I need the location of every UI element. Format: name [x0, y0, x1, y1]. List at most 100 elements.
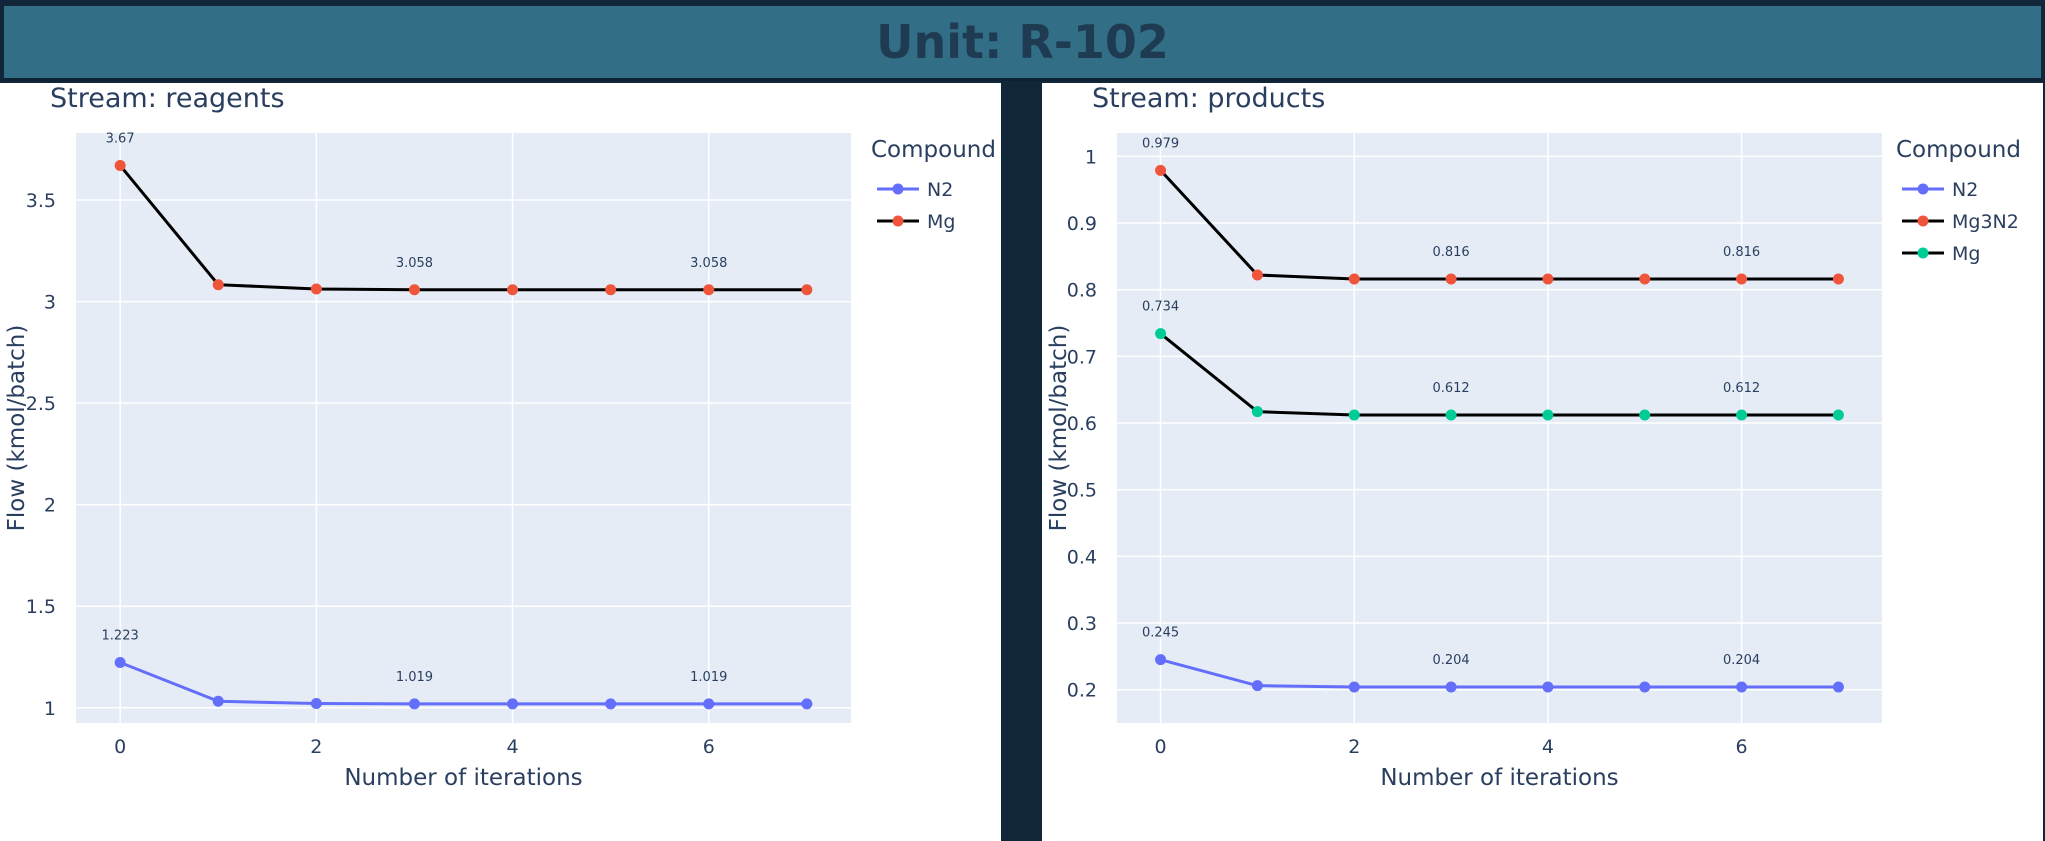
- chart-1-data-label: 0.816: [1432, 245, 1469, 260]
- chart-0-series-line-Mg: [118, 164, 807, 292]
- chart-1-data-point-Mg3N2: [1445, 273, 1457, 285]
- page-title: Unit: R-102: [876, 15, 1169, 69]
- chart-1-y-tick-label: 0.6: [1067, 413, 1097, 435]
- chart-0-data-point-Mg: [114, 159, 126, 171]
- chart-1-data-point-Mg3N2: [1639, 273, 1651, 285]
- chart-1-data-point-Mg3N2: [1542, 273, 1554, 285]
- chart-0-x-tick-label: 0: [114, 736, 126, 758]
- chart-1-y-tick-label: 0.3: [1067, 613, 1097, 635]
- chart-1-data-point-N2: [1348, 681, 1360, 693]
- chart-1-data-point-N2: [1251, 680, 1263, 692]
- chart-0-data-point-N2: [801, 698, 813, 710]
- chart-1-data-point-N2: [1155, 654, 1167, 666]
- page-header: Unit: R-102: [4, 6, 2041, 81]
- chart-1-legend-item-N2[interactable]: N2: [1952, 179, 1978, 201]
- chart-0-data-point-N2: [507, 698, 519, 710]
- chart-0-data-point-Mg: [310, 283, 322, 295]
- chart-0-legend-item-Mg[interactable]: Mg: [927, 211, 955, 233]
- chart-0-legend-marker-N2[interactable]: [892, 183, 904, 195]
- chart-1-data-point-Mg: [1832, 409, 1844, 421]
- chart-0-data-point-Mg: [507, 284, 519, 296]
- chart-1-data-point-N2: [1639, 681, 1651, 693]
- chart-1-data-point-Mg3N2: [1155, 164, 1167, 176]
- chart-1-y-tick-label: 1: [1085, 146, 1097, 168]
- chart-0-data-point-Mg: [605, 284, 617, 296]
- chart-1-data-label: 0.612: [1432, 381, 1469, 396]
- chart-1-data-point-Mg: [1639, 409, 1651, 421]
- chart-0-y-tick-label: 3.5: [26, 190, 56, 212]
- chart-1-series-line-Mg: [1159, 332, 1839, 417]
- chart-1-x-tick-label: 2: [1348, 736, 1360, 758]
- chart-0-data-point-N2: [408, 698, 420, 710]
- chart-panel-products: Stream: products 0.2 0.3 0.4 0.5 0.6 0.7 0.8 0.9…: [1042, 83, 2043, 841]
- chart-1-data-point-Mg: [1251, 406, 1263, 418]
- chart-1-legend-marker-Mg[interactable]: [1917, 247, 1929, 259]
- chart-0-data-point-Mg: [212, 279, 224, 291]
- chart-0-x-tick-label: 2: [310, 736, 322, 758]
- chart-0-x-tick-label: 4: [507, 736, 519, 758]
- chart-products: Stream: products 0.2 0.3 0.4 0.5 0.6 0.7 0.8 0.9…: [1046, 83, 2021, 791]
- chart-1-legend-marker-N2[interactable]: [1917, 183, 1929, 195]
- chart-1-data-point-Mg3N2: [1736, 273, 1748, 285]
- chart-0-data-label: 1.223: [102, 628, 139, 643]
- chart-0-y-tick-label: 2: [44, 495, 56, 517]
- chart-1-y-tick-label: 0.9: [1067, 213, 1097, 235]
- chart-0-legend-title: Compound: [871, 137, 996, 163]
- chart-0-title: Stream: reagents: [50, 83, 285, 114]
- chart-0-data-label: 3.058: [396, 256, 433, 271]
- chart-1-data-label: 0.816: [1723, 245, 1760, 260]
- chart-1-data-label: 0.245: [1142, 626, 1179, 641]
- chart-1-data-point-N2: [1736, 681, 1748, 693]
- chart-1-data-label: 0.734: [1142, 300, 1179, 315]
- chart-0-y-axis-label: Flow (kmol/batch): [4, 325, 30, 532]
- chart-1-y-tick-label: 0.8: [1067, 280, 1097, 302]
- chart-0-legend-marker-Mg[interactable]: [892, 215, 904, 227]
- chart-1-data-point-Mg: [1348, 409, 1360, 421]
- chart-1-y-tick-label: 0.2: [1067, 680, 1097, 702]
- chart-0-data-label: 1.019: [690, 670, 727, 685]
- chart-panel-reagents: Stream: reagents 1 1.5 2 2.5 3 3.5 0 2 4 6 Number o…: [0, 83, 1001, 841]
- chart-0-data-label: 1.019: [396, 670, 433, 685]
- chart-1-data-label: 0.612: [1723, 381, 1760, 396]
- chart-1-y-axis-label: Flow (kmol/batch): [1046, 325, 1072, 532]
- chart-1-data-point-Mg3N2: [1251, 269, 1263, 281]
- chart-0-data-point-N2: [310, 698, 322, 710]
- chart-1-y-tick-label: 0.4: [1067, 546, 1097, 568]
- chart-1-data-label: 0.979: [1142, 136, 1179, 151]
- chart-0-data-point-N2: [114, 656, 126, 668]
- chart-1-y-tick-label: 0.5: [1067, 480, 1097, 502]
- chart-1-data-label: 0.204: [1432, 653, 1469, 668]
- chart-1-data-point-N2: [1542, 681, 1554, 693]
- chart-1-x-tick-label: 0: [1155, 736, 1167, 758]
- chart-1-data-point-Mg: [1542, 409, 1554, 421]
- chart-1-series-line-N2: [1160, 658, 1839, 689]
- chart-1-legend-item-Mg[interactable]: Mg: [1952, 243, 1980, 265]
- chart-0-plot-area: [76, 133, 851, 723]
- chart-1-data-point-Mg3N2: [1832, 273, 1844, 285]
- chart-0-data-point-Mg: [703, 284, 715, 296]
- chart-1-series-line-Mg3N2: [1159, 169, 1839, 281]
- chart-1-data-label: 0.204: [1723, 653, 1760, 668]
- chart-1-data-point-Mg3N2: [1348, 273, 1360, 285]
- chart-0-data-point-N2: [703, 698, 715, 710]
- chart-1-legend-item-Mg3N2[interactable]: Mg3N2: [1952, 211, 2019, 233]
- chart-0-y-tick-label: 1: [44, 698, 56, 720]
- chart-1-data-point-N2: [1832, 681, 1844, 693]
- chart-1-legend-title: Compound: [1896, 137, 2021, 163]
- chart-1-x-tick-label: 4: [1542, 736, 1554, 758]
- chart-1-legend-marker-Mg3N2[interactable]: [1917, 215, 1929, 227]
- chart-1-x-axis-label: Number of iterations: [1380, 765, 1618, 791]
- chart-reagents: Stream: reagents 1 1.5 2 2.5 3 3.5 0 2 4 6 Number o…: [4, 83, 996, 791]
- chart-0-data-point-Mg: [801, 284, 813, 296]
- chart-0-data-point-Mg: [408, 284, 420, 296]
- chart-0-data-label: 3.67: [106, 131, 135, 146]
- chart-1-y-tick-label: 0.7: [1067, 346, 1097, 368]
- chart-1-data-point-N2: [1445, 681, 1457, 693]
- chart-0-x-tick-label: 6: [703, 736, 715, 758]
- chart-0-data-point-N2: [605, 698, 617, 710]
- chart-1-data-point-Mg: [1445, 409, 1457, 421]
- chart-1-title: Stream: products: [1092, 83, 1325, 114]
- chart-0-y-tick-label: 3: [44, 292, 56, 314]
- chart-0-legend-item-N2[interactable]: N2: [927, 179, 953, 201]
- chart-1-data-point-Mg: [1155, 328, 1167, 340]
